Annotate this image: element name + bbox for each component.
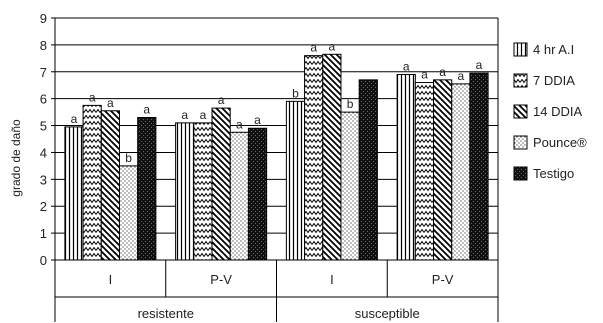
category-label: P-V — [432, 272, 454, 287]
data-label: a — [421, 68, 428, 82]
y-tick-label: 2 — [40, 199, 47, 214]
data-label: a — [329, 39, 336, 53]
data-label: a — [107, 96, 114, 110]
data-label: a — [439, 65, 446, 79]
legend-label: 14 DDIA — [533, 104, 582, 119]
data-label: a — [476, 58, 483, 72]
y-tick-label: 7 — [40, 65, 47, 80]
group-label: susceptible — [355, 306, 420, 321]
y-tick-label: 0 — [40, 253, 47, 268]
bar — [100, 110, 120, 261]
data-label: b — [292, 86, 299, 100]
bar — [358, 79, 378, 261]
data-label: b — [347, 97, 354, 111]
category-label: I — [330, 272, 334, 287]
y-tick-label: 3 — [40, 172, 47, 187]
data-label: a — [310, 41, 317, 55]
bars — [64, 53, 489, 261]
bar — [285, 100, 306, 261]
data-label: a — [200, 108, 207, 122]
category-label: I — [109, 272, 113, 287]
y-tick-label: 8 — [40, 38, 47, 53]
data-label: a — [181, 108, 188, 122]
y-tick-label: 6 — [40, 92, 47, 107]
legend-label: 4 hr A.I — [533, 42, 574, 57]
bar — [340, 111, 360, 261]
legend-label: Pounce® — [533, 135, 587, 150]
bar — [64, 126, 84, 261]
bar — [247, 127, 268, 261]
bar — [396, 73, 416, 261]
data-label: a — [71, 112, 78, 126]
data-label: b — [125, 151, 132, 165]
legend-swatch — [513, 135, 528, 150]
legend-swatch — [513, 104, 528, 119]
y-tick-label: 4 — [40, 145, 47, 160]
data-label: a — [89, 90, 96, 104]
data-label: a — [143, 102, 150, 116]
legend-label: 7 DDIA — [533, 73, 575, 88]
bar — [414, 82, 435, 261]
legend-swatch — [513, 166, 528, 181]
data-label: a — [403, 59, 410, 73]
legend-label: Testigo — [533, 166, 574, 181]
y-tick-label: 1 — [40, 226, 47, 241]
y-tick-label: 9 — [40, 11, 47, 26]
legend: 4 hr A.I 7 DDIA 14 DDIA Pounce® Testigo — [513, 42, 587, 181]
bar — [82, 104, 102, 261]
data-label: a — [254, 113, 261, 127]
group-label: resistente — [138, 306, 194, 321]
legend-swatch — [513, 42, 528, 57]
bar — [229, 131, 249, 261]
bar — [211, 107, 231, 261]
data-label: a — [218, 93, 225, 107]
axes: 0 1 2 3 4 5 6 7 8 9 I P-V I P-V resistente susceptible — [40, 11, 499, 322]
bar — [175, 122, 195, 261]
legend-swatch — [513, 73, 528, 88]
bar — [451, 83, 471, 261]
bar — [193, 122, 213, 261]
data-label: a — [457, 69, 464, 83]
bar — [118, 165, 139, 261]
bar — [322, 53, 342, 261]
bar — [433, 79, 453, 261]
y-axis-label: grado de daño — [9, 119, 23, 197]
bar — [469, 72, 489, 261]
category-label: P-V — [210, 272, 232, 287]
bar — [137, 116, 157, 261]
bar — [304, 55, 324, 261]
data-label: a — [236, 117, 243, 131]
y-tick-label: 5 — [40, 119, 47, 134]
